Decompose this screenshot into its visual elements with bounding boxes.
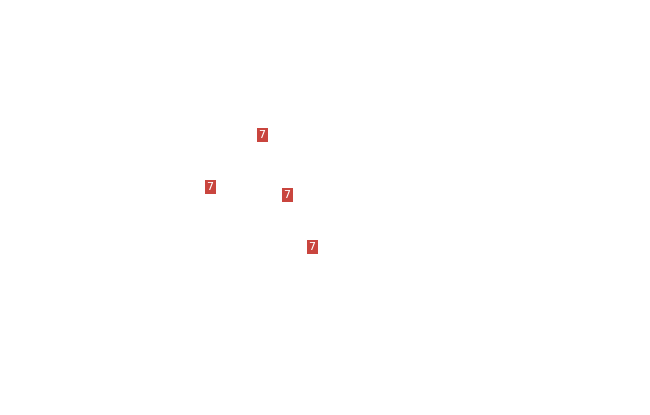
number-tile[interactable]: 7 — [205, 180, 216, 194]
number-tile[interactable]: 7 — [307, 240, 318, 254]
number-tile[interactable]: 7 — [282, 188, 293, 202]
number-tile[interactable]: 7 — [257, 128, 268, 142]
